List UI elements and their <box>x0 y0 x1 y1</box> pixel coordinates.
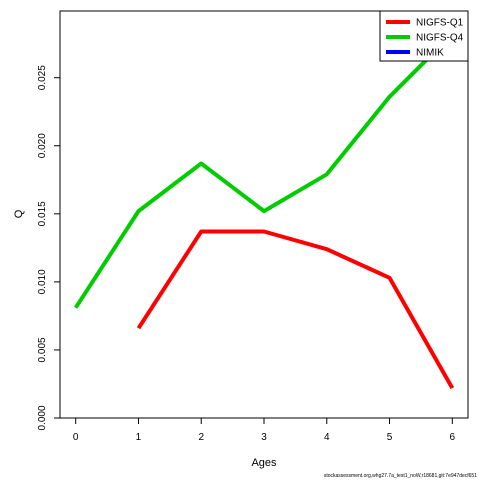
series-layer <box>74 32 455 390</box>
x-tick-label: 2 <box>198 432 204 443</box>
y-tick-label: 0.010 <box>37 269 48 294</box>
x-tick-label: 0 <box>73 432 79 443</box>
y-axis: 0.000 0.005 0.010 0.015 0.020 0.025 <box>37 65 60 431</box>
legend-entry-label: NIMIK <box>416 48 444 59</box>
y-tick-label: 0.005 <box>37 337 48 362</box>
y-tick-label: 0.015 <box>37 201 48 226</box>
x-tick-label: 5 <box>387 432 393 443</box>
legend-entry-label: NIGFS-Q4 <box>416 33 464 44</box>
legend: NIGFS-Q1 NIGFS-Q4 NIMIK <box>379 10 469 62</box>
x-tick-label: 6 <box>450 432 456 443</box>
series-line-nigfs-q1 <box>136 229 455 390</box>
y-tick-label: 0.020 <box>37 133 48 158</box>
plot-frame <box>59 10 469 419</box>
x-axis: 0 1 2 3 4 5 6 <box>73 418 456 443</box>
x-tick-label: 4 <box>324 432 330 443</box>
x-tick-label: 3 <box>261 432 267 443</box>
footnote: stockassessment.org,whg27.7a_test1_noW,r… <box>324 473 477 479</box>
x-tick-label: 1 <box>136 432 142 443</box>
y-tick-label: 0.025 <box>37 65 48 90</box>
y-tick-label: 0.000 <box>37 405 48 430</box>
legend-entry-label: NIGFS-Q1 <box>416 18 464 29</box>
series-line-nigfs-q4 <box>74 32 454 309</box>
y-axis-label: Q <box>13 209 25 218</box>
x-axis-label: Ages <box>251 457 277 469</box>
